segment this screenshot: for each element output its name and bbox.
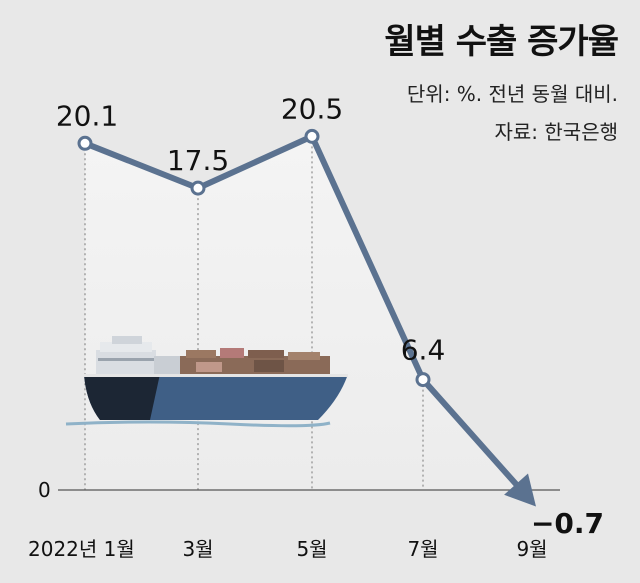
data-point-1: [190, 180, 206, 196]
data-point-3: [415, 372, 431, 388]
container-ship-icon: [65, 336, 348, 428]
arrow-head-icon: [504, 473, 536, 507]
x-tick-label-4: 9월: [516, 537, 547, 561]
source-note: 자료: 한국은행: [494, 120, 619, 144]
x-tick-label-0: 2022년 1월: [28, 537, 135, 561]
data-point-2: [304, 128, 320, 144]
x-tick-label-2: 5월: [296, 537, 327, 561]
data-label-2: 20.5: [281, 92, 343, 125]
area-fill: [85, 136, 522, 490]
data-label-3: 6.4: [401, 334, 446, 367]
data-point-0: [77, 135, 93, 151]
y-tick-label-0: 0: [38, 478, 51, 502]
chart-title: 월별 수출 증가율: [384, 22, 619, 62]
x-tick-label-1: 3월: [182, 537, 213, 561]
unit-note: 단위: %. 전년 동월 대비.: [406, 82, 618, 106]
guide-lines: [84, 136, 424, 490]
data-label-1: 17.5: [167, 144, 229, 177]
x-tick-label-3: 7월: [407, 537, 438, 561]
data-label-4: −0.7: [531, 507, 604, 540]
data-label-0: 20.1: [56, 99, 118, 132]
